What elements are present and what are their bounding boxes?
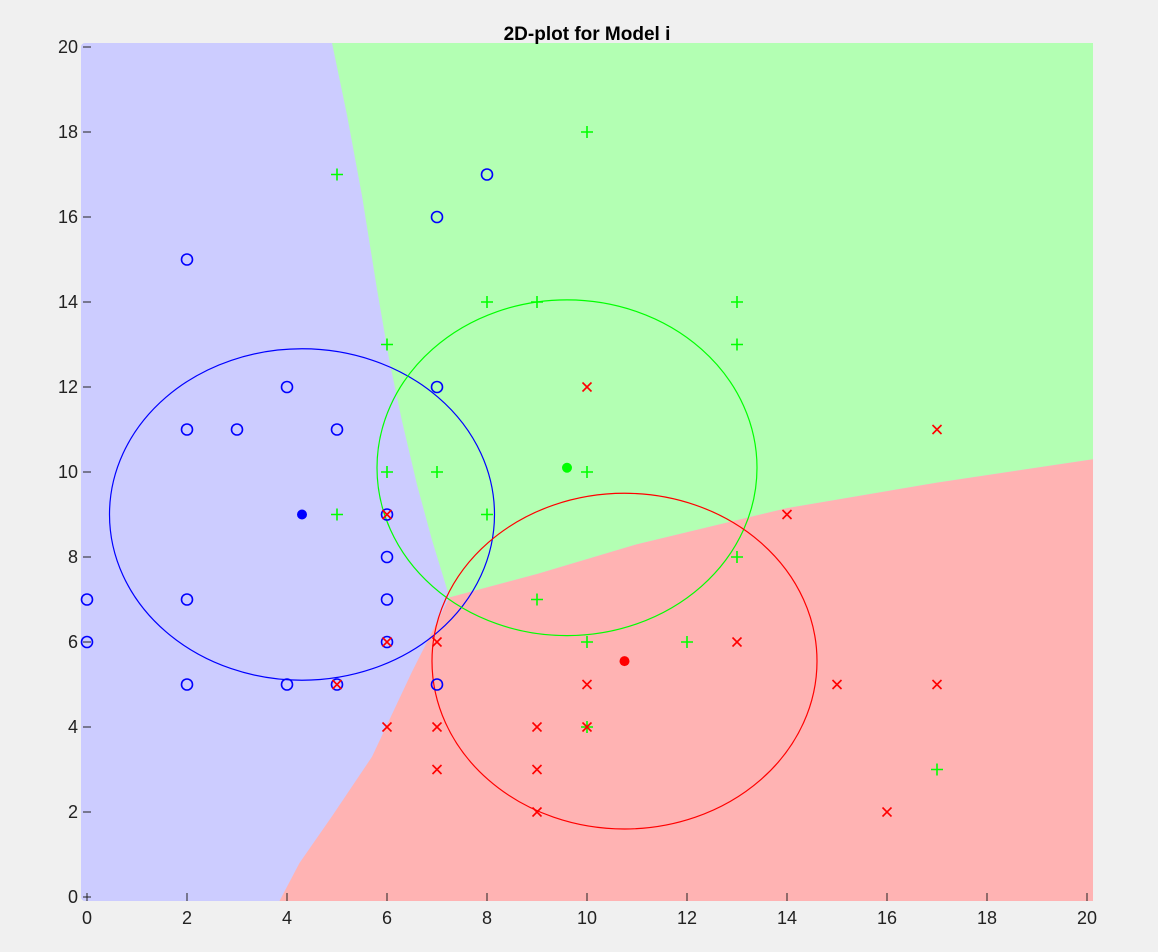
point-circle-11 [180, 593, 194, 606]
plot-area [80, 43, 1093, 901]
cluster-centers [297, 462, 630, 667]
point-plus-7 [381, 466, 393, 478]
point-plus-8 [431, 466, 443, 478]
point-circle-5 [180, 423, 194, 436]
point-plus-11 [481, 508, 493, 521]
point-plus-0 [581, 126, 593, 138]
point-x-16 [531, 764, 543, 775]
x-tick-label: 6 [382, 908, 392, 928]
point-x-1 [931, 424, 943, 435]
y-tick-label: 18 [58, 122, 78, 142]
point-x-5 [431, 636, 443, 648]
point-x-18 [881, 806, 893, 818]
point-circle-16 [280, 678, 294, 691]
y-axis-ticks: 0 2 4 6 8 10 12 14 16 18 20 [58, 37, 91, 907]
y-tick-label: 14 [58, 292, 78, 312]
x-tick-label: 8 [482, 908, 492, 928]
point-plus-4 [731, 296, 743, 308]
y-tick-label: 2 [68, 802, 78, 822]
point-x-11 [381, 721, 393, 733]
point-plus-1 [331, 168, 343, 181]
data-points [80, 126, 943, 818]
point-plus-15 [681, 636, 693, 648]
point-x-13 [531, 721, 543, 733]
point-circle-0 [480, 168, 494, 181]
point-circle-15 [180, 678, 194, 691]
point-circle-9 [380, 550, 394, 564]
point-x-6 [731, 636, 743, 648]
y-tick-label: 10 [58, 462, 78, 482]
point-circle-7 [330, 423, 344, 436]
point-x-9 [831, 679, 843, 690]
point-circle-18 [430, 678, 444, 691]
cluster-ellipse-0 [108, 348, 496, 681]
x-tick-label: 4 [282, 908, 292, 928]
x-tick-label: 14 [777, 908, 797, 928]
point-x-7 [331, 679, 343, 690]
point-circle-14 [380, 635, 394, 649]
axes: 0 2 4 6 8 10 12 14 16 18 20 0 2 4 6 8 10 12 14 16 18 20 [58, 37, 1097, 928]
x-tick-label: 10 [577, 908, 597, 928]
point-plus-13 [531, 593, 543, 606]
point-circle-2 [180, 253, 194, 266]
point-plus-14 [581, 636, 593, 648]
y-tick-label: 20 [58, 37, 78, 57]
point-circle-12 [380, 593, 394, 606]
point-circle-1 [430, 210, 444, 224]
x-tick-label: 2 [182, 908, 192, 928]
cluster-center-1 [562, 462, 572, 473]
point-circle-6 [230, 423, 244, 436]
class-red-region [279, 459, 1093, 901]
point-plus-2 [481, 296, 493, 308]
cluster-ellipse-2 [431, 492, 818, 830]
point-x-12 [431, 721, 443, 733]
class-green-region [332, 43, 1093, 598]
point-plus-12 [731, 551, 743, 563]
y-tick-label: 8 [68, 547, 78, 567]
y-tick-label: 12 [58, 377, 78, 397]
point-x-17 [531, 806, 543, 818]
point-plus-10 [331, 508, 343, 521]
point-circle-10 [80, 593, 94, 606]
point-circle-17 [330, 678, 344, 691]
point-plus-3 [531, 296, 543, 308]
point-circle-3 [280, 380, 294, 394]
point-plus-17 [931, 763, 943, 776]
point-circle-13 [80, 635, 94, 649]
point-x-14 [581, 721, 593, 733]
cluster-center-2 [619, 656, 630, 667]
y-tick-label: 16 [58, 207, 78, 227]
point-x-8 [581, 679, 593, 690]
cluster-ellipses [108, 299, 818, 830]
y-tick-label: 6 [68, 632, 78, 652]
x-axis-ticks: 0 2 4 6 8 10 12 14 16 18 20 [82, 893, 1097, 928]
y-tick-label: 4 [68, 717, 78, 737]
point-x-2 [381, 509, 393, 520]
x-tick-label: 20 [1077, 908, 1097, 928]
point-plus-5 [381, 338, 393, 351]
x-tick-label: 12 [677, 908, 697, 928]
point-x-10 [931, 679, 943, 690]
cluster-center-0 [297, 509, 307, 520]
point-x-4 [381, 636, 393, 648]
point-plus-9 [581, 466, 593, 478]
y-tick-label: 0 [68, 887, 78, 907]
point-x-0 [581, 381, 593, 393]
point-x-3 [781, 509, 793, 520]
cluster-ellipse-1 [376, 299, 758, 637]
chart-title: 2D-plot for Model i [504, 24, 671, 45]
point-circle-8 [380, 508, 394, 521]
x-tick-label: 18 [977, 908, 997, 928]
x-tick-label: 0 [82, 908, 92, 928]
point-circle-4 [430, 380, 444, 394]
point-x-15 [431, 764, 443, 775]
point-plus-6 [731, 338, 743, 351]
decision-regions [279, 43, 1093, 901]
x-tick-label: 16 [877, 908, 897, 928]
